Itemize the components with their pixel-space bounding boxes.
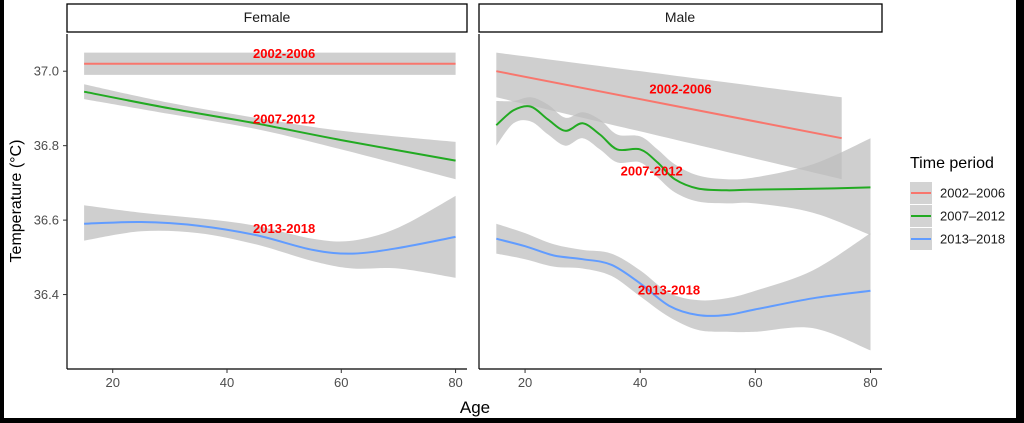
legend-title: Time period: [910, 155, 994, 172]
series-label-male-0: 2002-2006: [649, 82, 711, 97]
series-label-male-1: 2007-2012: [621, 163, 683, 178]
x-tick-label-male-1: 40: [633, 375, 647, 390]
legend-label-0: 2002–2006: [940, 186, 1005, 201]
strip-label-male: Male: [665, 9, 696, 25]
y-tick-label-3: 37.0: [34, 64, 59, 79]
y-tick-label-0: 36.4: [34, 287, 59, 302]
legend-label-2: 2013–2018: [940, 232, 1005, 247]
series-line-female-1: [83, 90, 456, 162]
series-line-male-2: [496, 237, 871, 317]
x-ticks-male: 20 40 60 80: [518, 369, 878, 390]
x-tick-label-male-0: 20: [518, 375, 532, 390]
panel-male: Male 2002-2006 2007-2012 2013-2018 20 40 60 8…: [478, 3, 883, 390]
legend-entries: 2002–2006 2007–2012 2013–2018: [910, 182, 1005, 250]
series-label-female-0: 2002-2006: [253, 46, 315, 61]
series-group-female: 2002-2006 2007-2012 2013-2018: [83, 46, 456, 278]
x-tick-label-female-1: 40: [220, 375, 234, 390]
confidence-band-female-1: [84, 84, 456, 180]
y-tick-label-1: 36.6: [34, 213, 59, 228]
x-tick-label-male-2: 60: [748, 375, 762, 390]
x-axis-title: Age: [460, 398, 490, 417]
series-line-female-2: [84, 220, 456, 255]
legend-label-1: 2007–2012: [940, 209, 1005, 224]
confidence-band-male-0: [496, 52, 842, 180]
series-label-female-2: 2013-2018: [253, 221, 315, 236]
series-line-male-0: [496, 70, 842, 140]
panel-female: Female 2002-2006 2007-2012 2013-2018 20 40 6…: [66, 3, 468, 390]
legend: Time period 2002–2006 2007–2012 2013–2018: [910, 155, 1005, 250]
y-tick-label-2: 36.8: [34, 138, 59, 153]
strip-female: [66, 3, 468, 33]
confidence-band-female-2: [84, 195, 456, 278]
series-line-male-1: [495, 105, 871, 192]
confidence-band-male-2: [496, 223, 871, 351]
x-tick-label-female-2: 60: [334, 375, 348, 390]
y-axis-title: Temperature (°C): [8, 140, 25, 263]
x-ticks-female: 20 40 60 80: [105, 369, 463, 390]
y-ticks: 36.4 36.6 36.8 37.0: [34, 64, 67, 302]
x-tick-label-male-3: 80: [863, 375, 877, 390]
x-tick-label-female-0: 20: [105, 375, 119, 390]
strip-male: [478, 3, 883, 33]
strip-label-female: Female: [244, 9, 291, 25]
confidence-band-male-1: [496, 97, 871, 235]
series-group-male: 2002-2006 2007-2012 2013-2018: [495, 52, 871, 351]
series-label-male-2: 2013-2018: [638, 283, 700, 298]
x-tick-label-female-3: 80: [448, 375, 462, 390]
series-label-female-1: 2007-2012: [253, 111, 315, 126]
